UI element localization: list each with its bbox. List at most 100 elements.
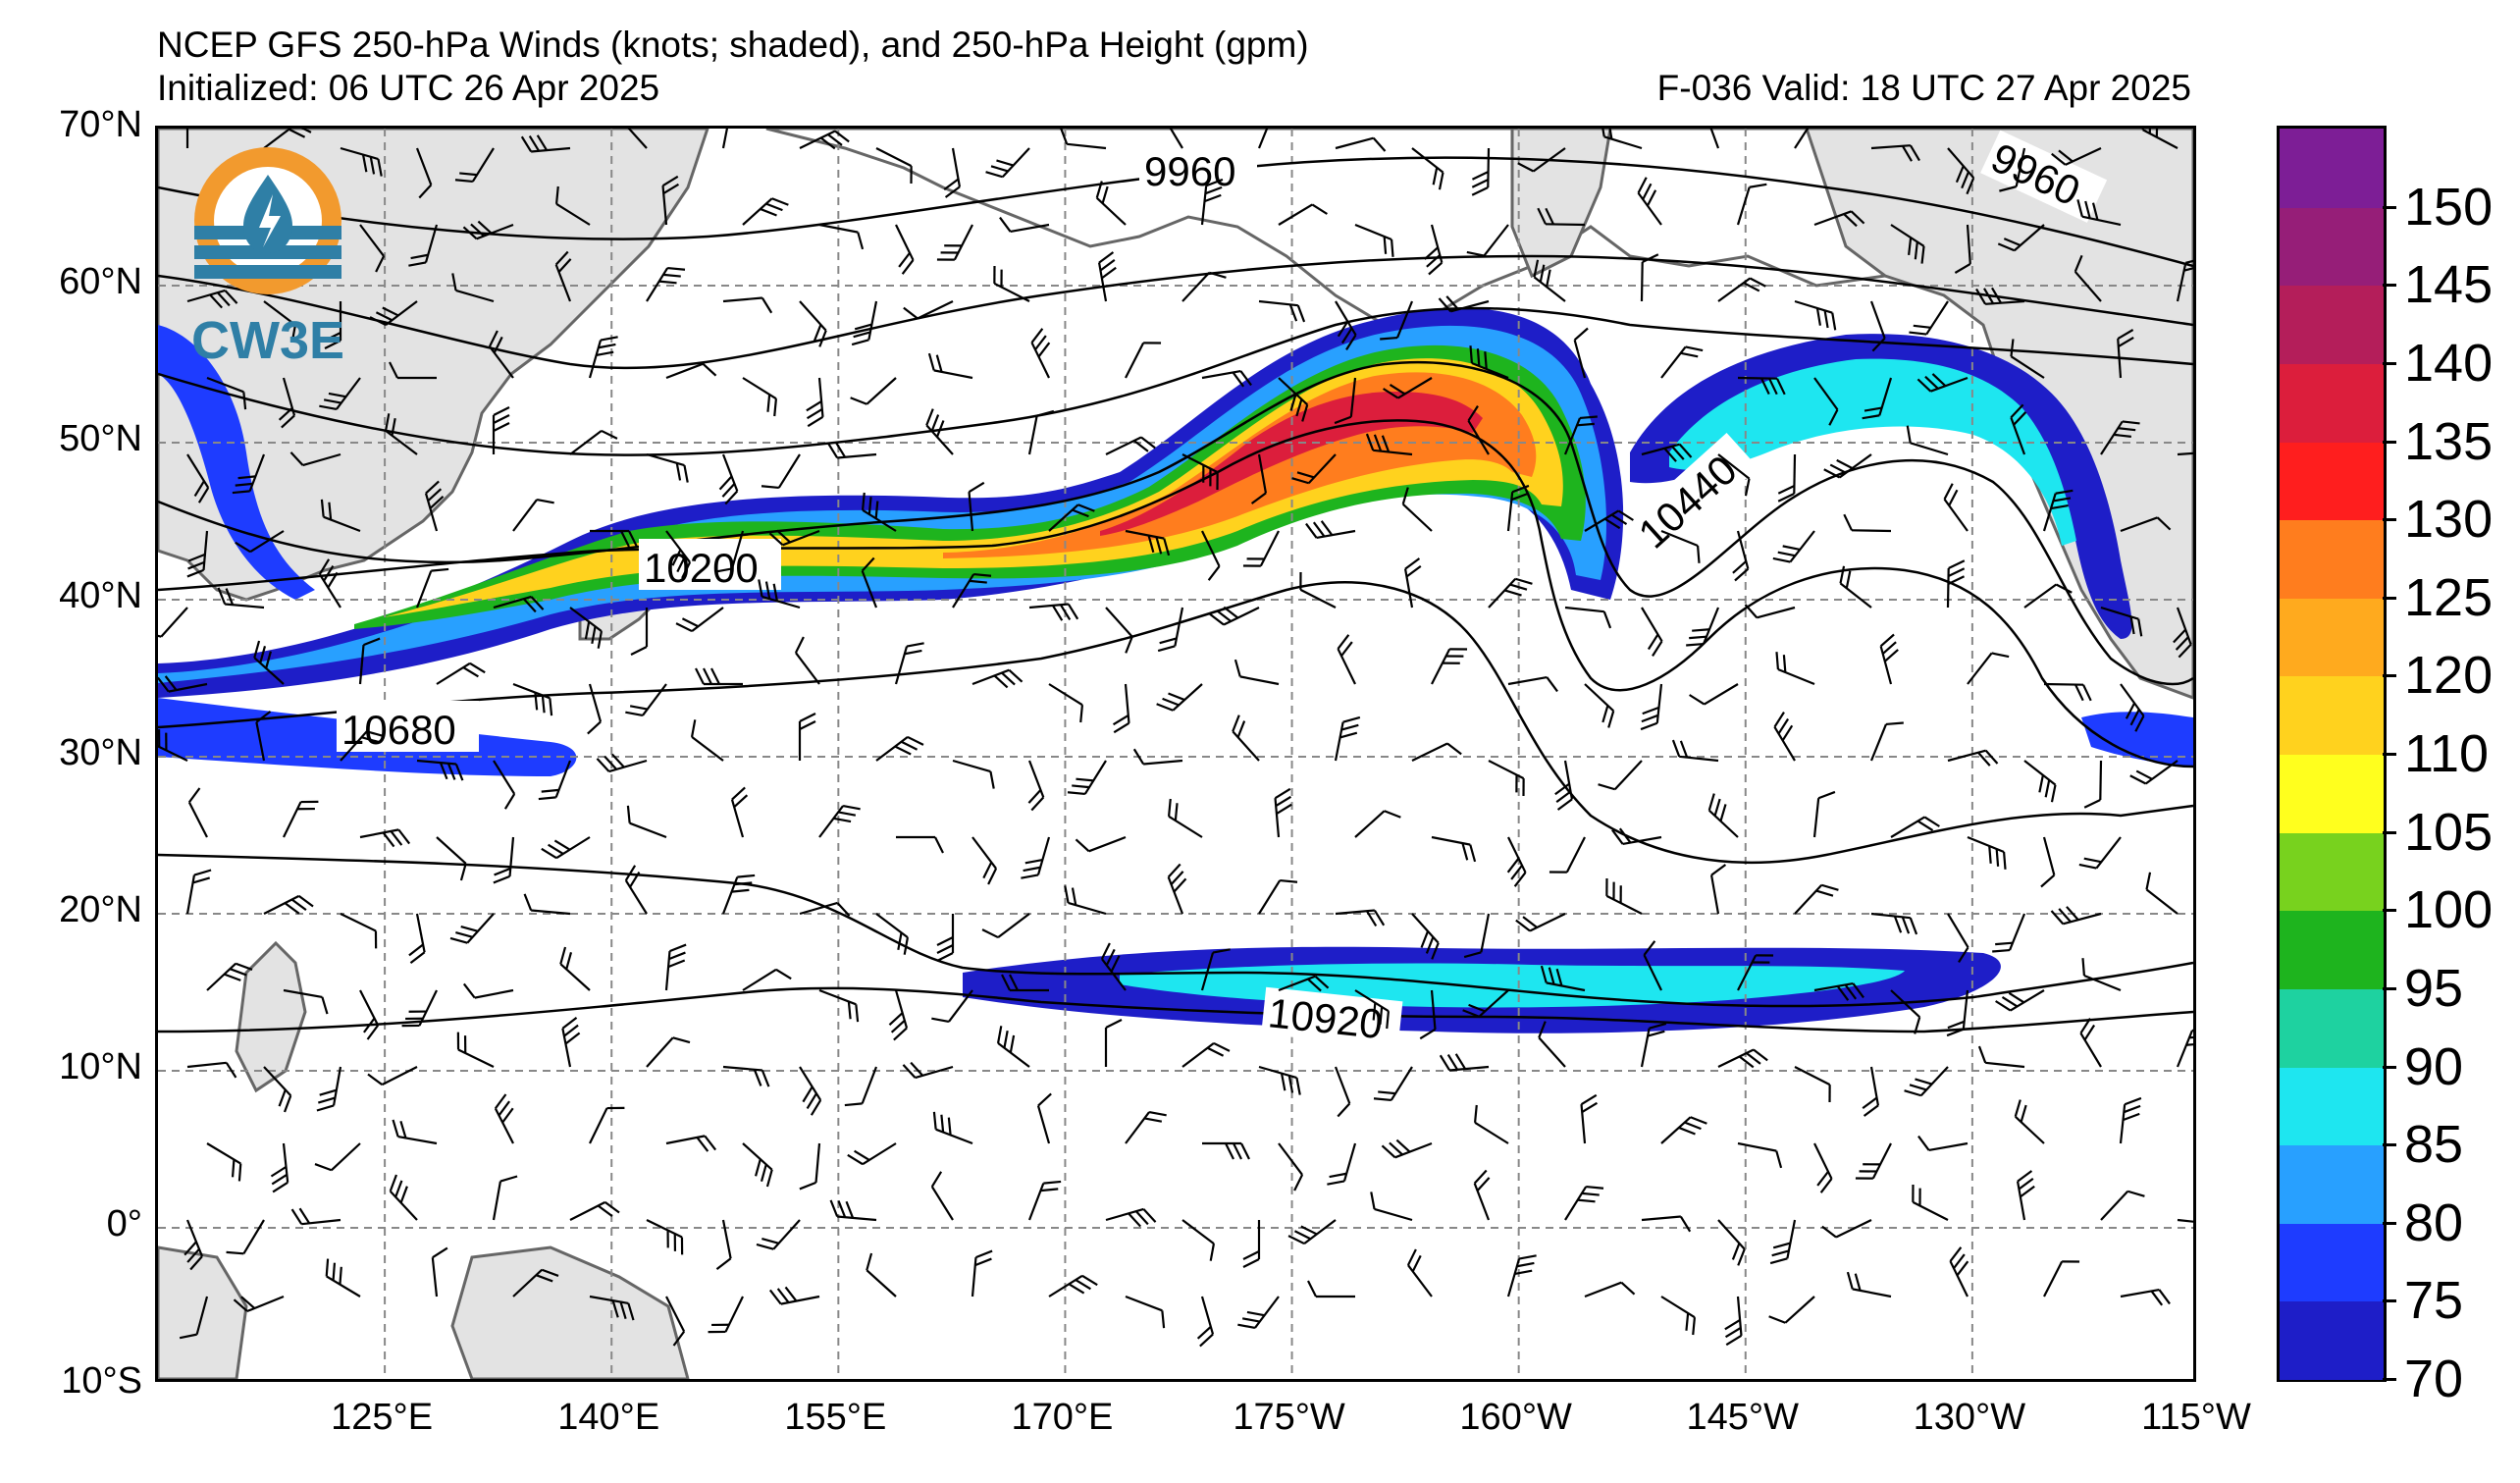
wind-barb <box>1839 565 1872 609</box>
wind-barb <box>861 492 897 532</box>
wind-barb <box>1643 940 1662 991</box>
wind-barb <box>756 1219 801 1250</box>
wind-barb <box>359 828 411 848</box>
colorbar-tick-label: 100 <box>2404 880 2494 940</box>
wind-barb <box>1473 1169 1491 1221</box>
wind-barb <box>850 377 897 405</box>
wind-barb <box>1431 835 1477 863</box>
wind-barb <box>1125 1295 1166 1329</box>
wind-barb <box>1640 253 1659 302</box>
wind-barb <box>619 129 648 149</box>
wind-barb <box>1048 683 1084 723</box>
wind-barb <box>1637 177 1662 226</box>
wind-barb <box>1904 1066 1949 1097</box>
colorbar-tick-label: 85 <box>2404 1115 2464 1175</box>
init-time: Initialized: 06 UTC 26 Apr 2025 <box>157 68 660 108</box>
wind-barb <box>2010 403 2027 455</box>
wind-barb <box>1278 203 1328 226</box>
wind-barb <box>493 760 516 810</box>
wind-barb <box>1125 529 1171 556</box>
wind-barb <box>721 874 756 915</box>
wind-barb <box>1200 178 1224 226</box>
wind-barb <box>1812 790 1836 838</box>
contour-line <box>158 986 2193 1033</box>
wind-barb <box>1411 147 1444 190</box>
wind-barb <box>1209 606 1260 626</box>
wind-barb <box>1234 659 1280 686</box>
lat-label: 10°S <box>61 1360 142 1402</box>
wind-barb <box>971 668 1024 689</box>
wind-barb <box>1419 989 1437 1040</box>
wind-barb <box>888 989 909 1041</box>
colorbar-tick <box>2383 1299 2396 1303</box>
wind-barb <box>1869 721 1904 762</box>
wind-barb <box>1912 1184 1949 1221</box>
wind-barb <box>1027 409 1055 455</box>
wind-barb <box>1431 648 1468 685</box>
wind-barb <box>1890 989 1921 1034</box>
wind-barb <box>1027 760 1045 812</box>
wind-barb <box>415 567 449 609</box>
wind-barb <box>1584 509 1634 532</box>
wind-barb <box>596 753 648 773</box>
wind-barb <box>1105 607 1133 654</box>
wind-barb <box>695 667 743 686</box>
wind-barb <box>1813 981 1864 1001</box>
colorbar-tick <box>2383 1143 2396 1147</box>
wind-barb <box>2100 606 2143 637</box>
wind-barb <box>1660 1296 1697 1336</box>
lat-label: 20°N <box>59 889 142 930</box>
wind-barb <box>253 640 285 685</box>
wind-barb <box>1401 487 1433 532</box>
wind-barb <box>1232 715 1260 762</box>
colorbar-tick-label: 80 <box>2404 1192 2464 1252</box>
wind-barb <box>968 481 985 532</box>
wind-barb <box>1258 299 1306 323</box>
wind-barb <box>185 129 189 148</box>
wind-barb <box>358 637 381 685</box>
wind-barb <box>319 377 361 411</box>
wind-barb <box>1242 530 1280 567</box>
wind-barb <box>718 453 739 505</box>
wind-barb <box>1463 913 1491 959</box>
wind-barb <box>742 377 778 417</box>
wind-barb <box>1967 835 2007 870</box>
wind-barb <box>561 1016 581 1068</box>
wind-barb <box>742 968 792 991</box>
colorbar-tick-label: 70 <box>2404 1350 2464 1408</box>
wind-barb <box>324 301 342 349</box>
wind-barb <box>952 572 992 609</box>
wind-barb <box>226 1219 265 1255</box>
colorbar-tick-label: 105 <box>2404 802 2494 862</box>
colorbar-tick-label: 145 <box>2404 255 2494 315</box>
wind-barb <box>2120 516 2172 533</box>
colorbar-segment <box>2280 1300 2384 1380</box>
wind-barb <box>895 224 915 275</box>
colorbar-segment <box>2280 362 2384 443</box>
wind-barb <box>206 1142 242 1182</box>
contour-label-10680: 10680 <box>341 707 456 753</box>
wind-barb <box>1488 760 1525 797</box>
wind-barb <box>1794 1066 1831 1103</box>
wind-barb <box>1381 1139 1433 1159</box>
wind-barb <box>927 352 973 380</box>
wind-barb <box>187 787 208 838</box>
wind-barb <box>1890 224 1925 264</box>
wind-barb <box>875 735 924 762</box>
wind-barb <box>1473 1104 1509 1144</box>
wind-barb <box>1462 989 1509 1018</box>
lon-label: 175°W <box>1233 1397 1345 1438</box>
wind-barb <box>1997 224 2045 252</box>
wind-barb <box>1538 1021 1566 1068</box>
wind-barb <box>1769 1219 1797 1265</box>
jet-band-135 <box>1100 392 1483 536</box>
wind-barb <box>1917 1135 1969 1152</box>
wind-barb <box>1537 207 1586 227</box>
wind-barb <box>1890 816 1940 838</box>
wind-barb <box>1125 1110 1167 1144</box>
wind-barb <box>985 147 1030 179</box>
wind-barb <box>768 529 820 547</box>
wind-barb <box>1506 836 1527 887</box>
wind-barb <box>1584 683 1615 728</box>
wind-barb <box>1104 1019 1123 1067</box>
